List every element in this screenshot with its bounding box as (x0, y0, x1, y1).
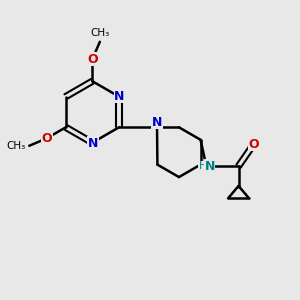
Text: N: N (88, 137, 98, 150)
Text: O: O (249, 138, 260, 151)
Text: O: O (41, 132, 52, 145)
Text: O: O (87, 53, 98, 66)
Text: N: N (205, 160, 215, 172)
Text: CH₃: CH₃ (90, 28, 110, 38)
Text: H: H (199, 161, 207, 171)
Text: N: N (152, 116, 162, 129)
Text: CH₃: CH₃ (7, 141, 26, 151)
Text: N: N (114, 89, 125, 103)
